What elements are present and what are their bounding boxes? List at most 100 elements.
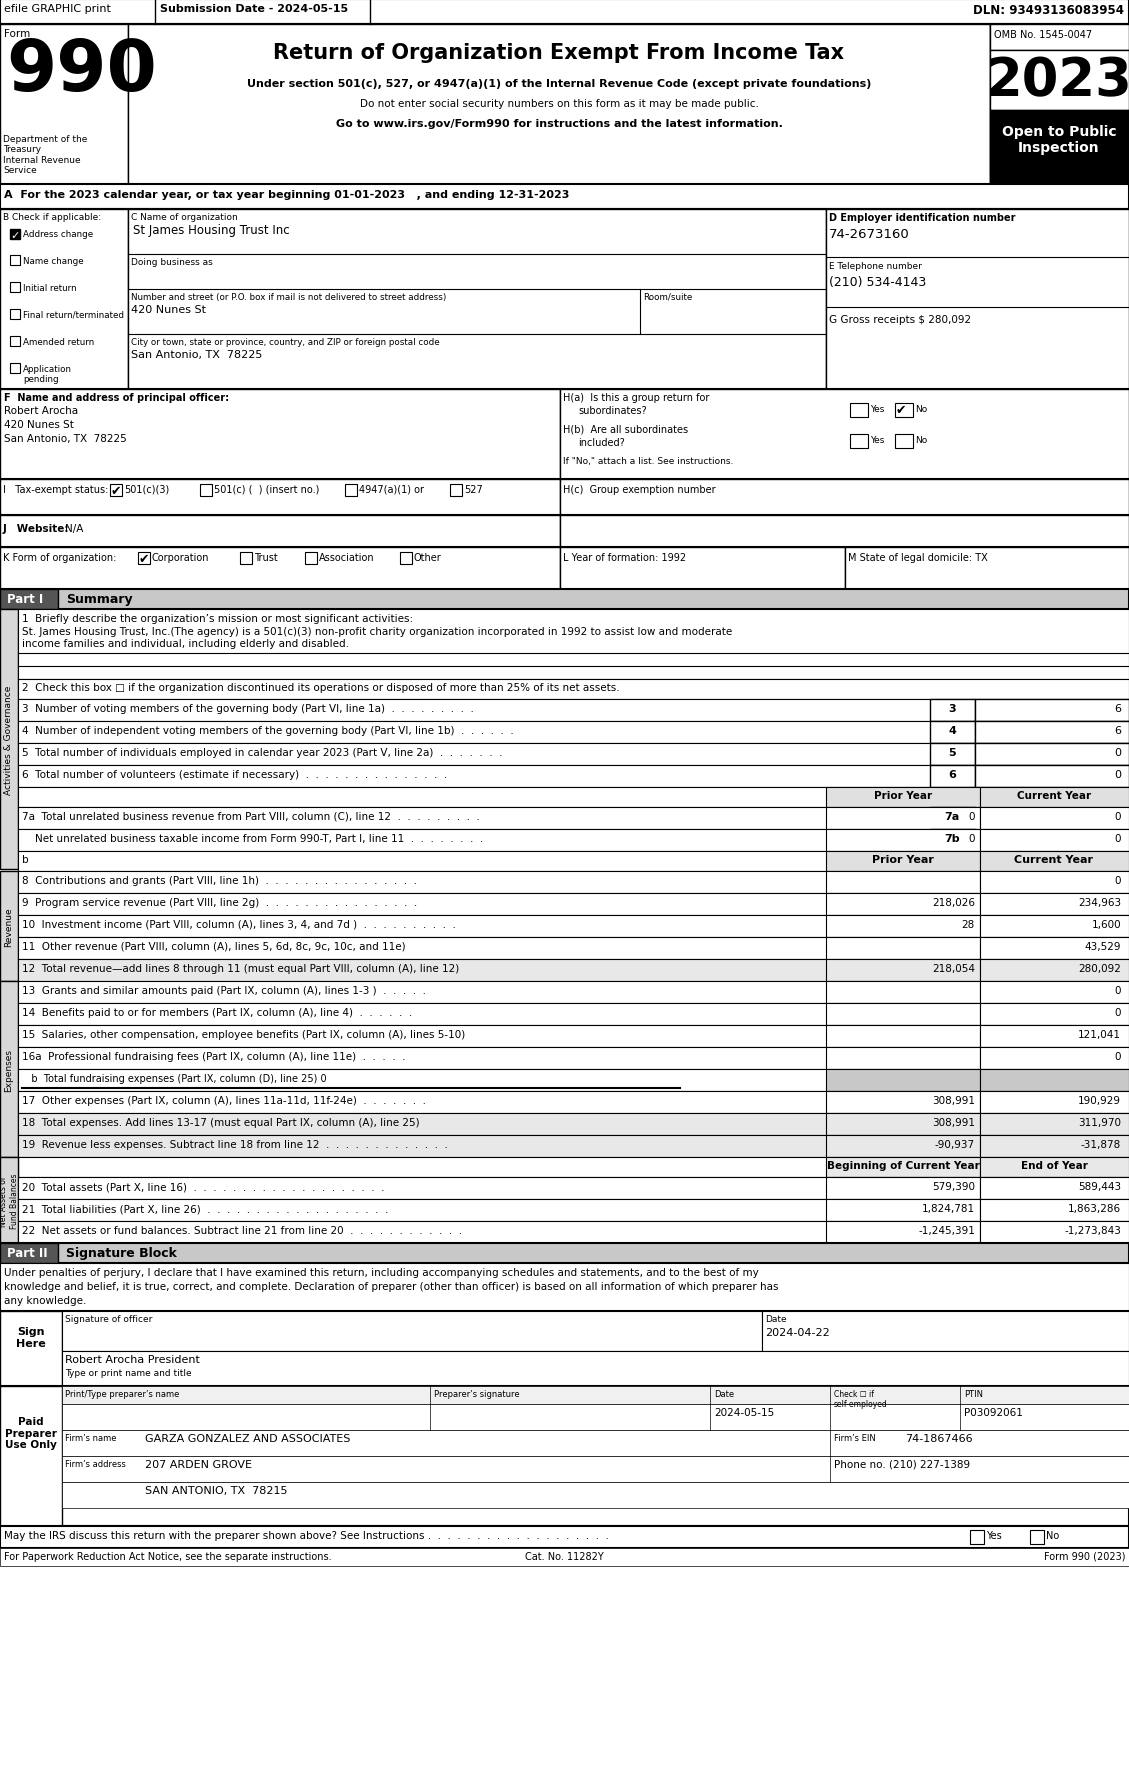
Text: b: b — [21, 855, 28, 864]
Text: DLN: 93493136083954: DLN: 93493136083954 — [973, 4, 1124, 18]
Bar — [18, 766, 1129, 788]
Text: Net unrelated business taxable income from Form 990-T, Part I, line 11  .  .  . : Net unrelated business taxable income fr… — [21, 834, 483, 843]
Text: For Paperwork Reduction Act Notice, see the separate instructions.: For Paperwork Reduction Act Notice, see … — [5, 1550, 332, 1561]
Text: 5: 5 — [948, 748, 956, 757]
Text: 121,041: 121,041 — [1078, 1030, 1121, 1039]
Text: Yes: Yes — [986, 1531, 1001, 1540]
Bar — [18, 1091, 1129, 1114]
Bar — [980, 937, 1129, 959]
Text: Check ☐ if
self-employed: Check ☐ if self-employed — [834, 1390, 887, 1408]
Text: PTIN: PTIN — [964, 1390, 983, 1399]
Bar — [18, 807, 1129, 830]
Text: 16a  Professional fundraising fees (Part IX, column (A), line 11e)  .  .  .  .  : 16a Professional fundraising fees (Part … — [21, 1051, 405, 1062]
Bar — [826, 1114, 980, 1135]
Bar — [826, 852, 980, 871]
Text: H(c)  Group exemption number: H(c) Group exemption number — [563, 485, 716, 495]
Bar — [18, 1048, 1129, 1069]
Bar — [0, 1549, 1129, 1566]
Text: Part II: Part II — [7, 1246, 47, 1260]
Text: OMB No. 1545-0047: OMB No. 1545-0047 — [994, 30, 1092, 39]
Text: Doing business as: Doing business as — [131, 258, 212, 267]
Bar — [980, 788, 1129, 807]
Text: 7b: 7b — [944, 834, 960, 843]
Text: A  For the 2023 calendar year, or tax year beginning 01-01-2023   , and ending 1: A For the 2023 calendar year, or tax yea… — [5, 191, 569, 200]
Bar — [980, 1221, 1129, 1244]
Bar — [895, 435, 913, 449]
Bar — [345, 485, 357, 497]
Text: 13  Grants and similar amounts paid (Part IX, column (A), lines 1-3 )  .  .  .  : 13 Grants and similar amounts paid (Part… — [21, 985, 426, 996]
Bar — [980, 1003, 1129, 1025]
Bar — [850, 405, 868, 417]
Bar — [975, 722, 1129, 743]
Text: 0: 0 — [1114, 811, 1121, 822]
Text: 311,970: 311,970 — [1078, 1117, 1121, 1128]
Text: 8  Contributions and grants (Part VIII, line 1h)  .  .  .  .  .  .  .  .  .  .  : 8 Contributions and grants (Part VIII, l… — [21, 875, 417, 886]
Bar — [18, 1199, 1129, 1221]
Text: If "No," attach a list. See instructions.: If "No," attach a list. See instructions… — [563, 456, 734, 465]
Text: 234,963: 234,963 — [1078, 898, 1121, 907]
Bar — [18, 1003, 1129, 1025]
Bar — [826, 807, 980, 830]
Bar — [826, 916, 980, 937]
Bar — [0, 25, 128, 185]
Text: 22  Net assets or fund balances. Subtract line 21 from line 20  .  .  .  .  .  .: 22 Net assets or fund balances. Subtract… — [21, 1226, 462, 1235]
Text: San Antonio, TX  78225: San Antonio, TX 78225 — [5, 433, 126, 444]
Text: Phone no. (210) 227-1389: Phone no. (210) 227-1389 — [834, 1459, 970, 1468]
Text: ✓: ✓ — [10, 232, 19, 241]
Text: Part I: Part I — [7, 593, 43, 606]
Bar — [980, 1069, 1129, 1091]
Text: Beginning of Current Year: Beginning of Current Year — [826, 1160, 979, 1171]
Text: Prior Year: Prior Year — [872, 855, 934, 864]
Text: 11  Other revenue (Part VIII, column (A), lines 5, 6d, 8c, 9c, 10c, and 11e): 11 Other revenue (Part VIII, column (A),… — [21, 941, 405, 952]
Text: Expenses: Expenses — [5, 1048, 14, 1091]
Text: 527: 527 — [464, 485, 483, 495]
Text: Form 990 (2023): Form 990 (2023) — [1043, 1550, 1124, 1561]
Bar — [980, 852, 1129, 871]
Text: 4  Number of independent voting members of the governing body (Part VI, line 1b): 4 Number of independent voting members o… — [21, 725, 514, 736]
Text: J   Website:: J Website: — [3, 524, 70, 533]
Bar — [930, 743, 975, 766]
Bar — [18, 1221, 1129, 1244]
Bar — [0, 1244, 58, 1263]
Text: Firm’s EIN: Firm’s EIN — [834, 1433, 876, 1442]
Text: Submission Date - 2024-05-15: Submission Date - 2024-05-15 — [160, 4, 348, 14]
Text: Association: Association — [320, 552, 375, 563]
Bar — [0, 25, 1129, 185]
Text: H(b)  Are all subordinates: H(b) Are all subordinates — [563, 424, 688, 435]
Text: Preparer’s signature: Preparer’s signature — [434, 1390, 519, 1399]
Bar — [980, 871, 1129, 893]
Text: Cat. No. 11282Y: Cat. No. 11282Y — [525, 1550, 603, 1561]
Text: Number and street (or P.O. box if mail is not delivered to street address): Number and street (or P.O. box if mail i… — [131, 292, 446, 301]
Text: 1,600: 1,600 — [1092, 920, 1121, 930]
Text: B Check if applicable:: B Check if applicable: — [3, 212, 102, 223]
Bar — [980, 1157, 1129, 1178]
Text: 2  Check this box □ if the organization discontinued its operations or disposed : 2 Check this box □ if the organization d… — [21, 683, 620, 693]
Bar — [0, 1157, 18, 1244]
Text: Signature Block: Signature Block — [65, 1246, 177, 1260]
Bar — [970, 1531, 984, 1545]
Bar — [826, 1199, 980, 1221]
Text: 9  Program service revenue (Part VIII, line 2g)  .  .  .  .  .  .  .  .  .  .  .: 9 Program service revenue (Part VIII, li… — [21, 898, 418, 907]
Text: 589,443: 589,443 — [1078, 1181, 1121, 1192]
Bar — [0, 479, 560, 515]
Bar — [18, 679, 1129, 700]
Bar — [975, 743, 1129, 766]
Bar — [62, 1312, 762, 1351]
Bar — [10, 364, 20, 374]
Bar — [826, 871, 980, 893]
Text: 420 Nunes St: 420 Nunes St — [131, 305, 205, 315]
Text: Net Assets or
Fund Balances: Net Assets or Fund Balances — [0, 1173, 19, 1228]
Bar — [0, 515, 560, 547]
Text: L Year of formation: 1992: L Year of formation: 1992 — [563, 552, 686, 563]
Text: Date: Date — [714, 1390, 734, 1399]
Bar — [826, 1178, 980, 1199]
Text: Robert Arocha: Robert Arocha — [5, 406, 78, 415]
Bar — [990, 52, 1129, 110]
Bar — [10, 257, 20, 266]
Bar — [560, 390, 1129, 479]
Bar — [18, 959, 1129, 982]
Text: efile GRAPHIC print: efile GRAPHIC print — [5, 4, 111, 14]
Text: Prior Year: Prior Year — [874, 791, 933, 800]
Text: Application
pending: Application pending — [23, 365, 72, 385]
Bar — [762, 1312, 1129, 1351]
